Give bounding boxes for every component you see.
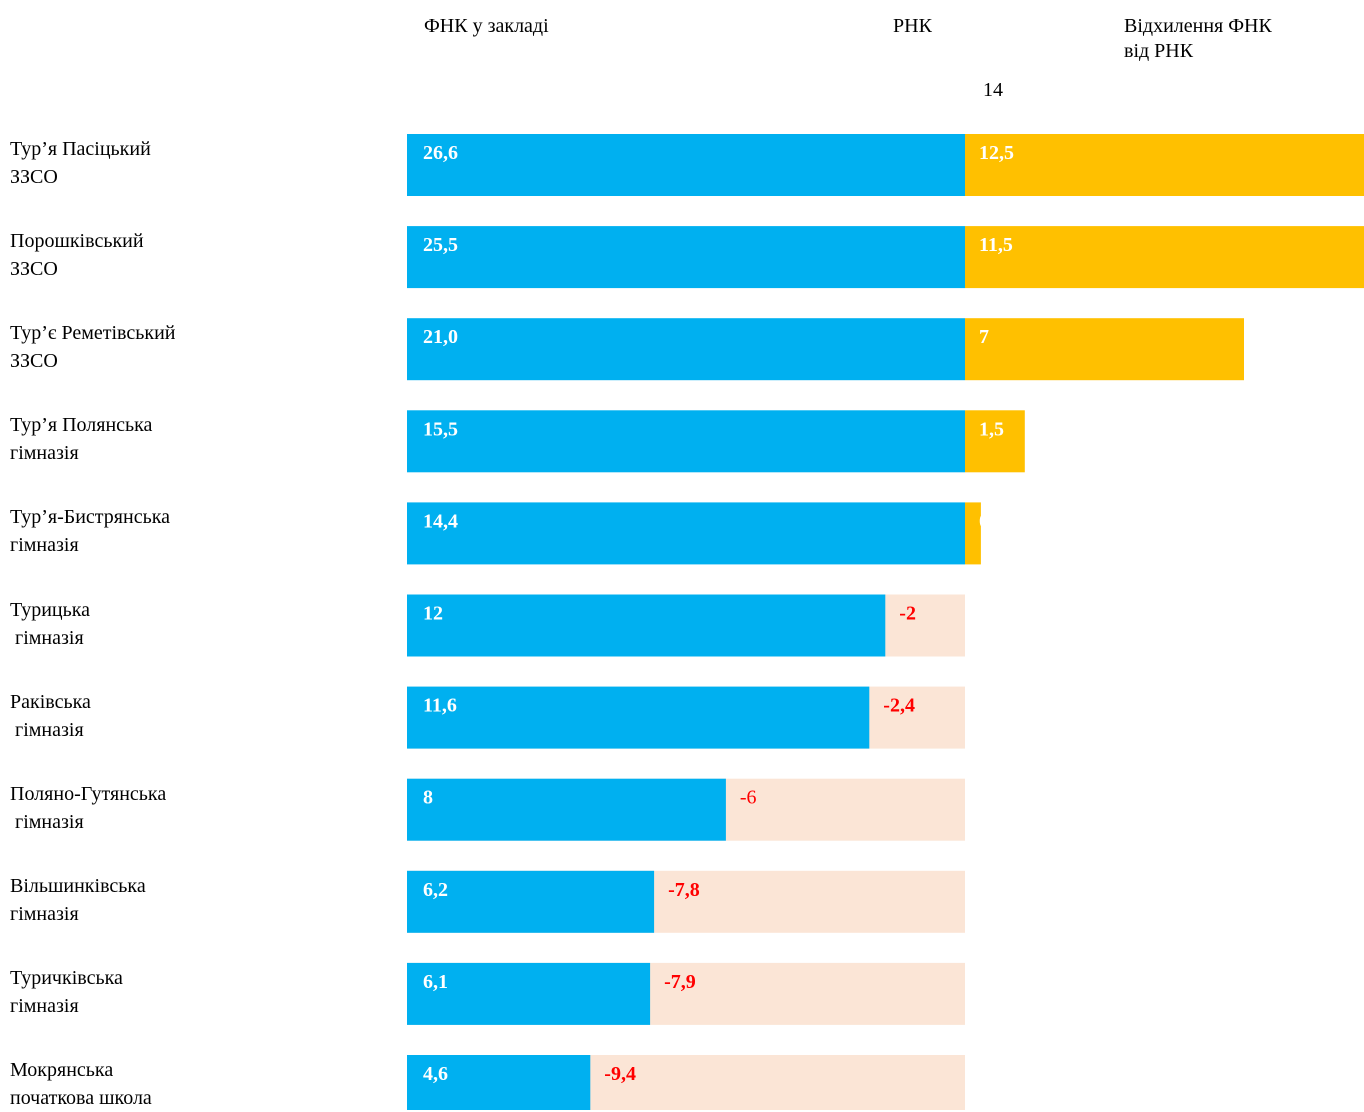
deviation-value-label: -2,4 bbox=[883, 695, 915, 717]
category-label: Мокрянська початкова школа bbox=[10, 1056, 390, 1112]
fnk-value-label: 25,5 bbox=[423, 234, 458, 256]
deviation-bar-positive bbox=[965, 410, 1025, 473]
deviation-value-label: 12,5 bbox=[979, 142, 1014, 164]
fnk-bar bbox=[407, 318, 965, 381]
deviation-bar-positive bbox=[965, 226, 1364, 289]
category-label-line: ЗЗСО bbox=[10, 166, 58, 188]
category-label-line: Тур’я-Бистрянська bbox=[10, 506, 170, 529]
category-label: Вільшинківська гімназія bbox=[10, 872, 390, 928]
deviation-bar-positive bbox=[965, 134, 1364, 196]
fnk-bar bbox=[407, 962, 651, 1025]
fnk-bar bbox=[407, 686, 870, 749]
header-rnk: РНК bbox=[893, 15, 932, 37]
category-label: Тур’я-Бистрянська гімназія bbox=[10, 503, 390, 559]
category-label-line: Тур’я Полянська bbox=[10, 414, 153, 437]
category-label-line: ЗЗСО bbox=[10, 350, 58, 373]
category-label: Раківська гімназія bbox=[10, 688, 390, 744]
fnk-bar bbox=[407, 226, 965, 289]
category-label-line: гімназія bbox=[10, 718, 84, 741]
fnk-value-label: 15,5 bbox=[423, 418, 458, 440]
category-label-line: гімназія bbox=[10, 442, 79, 465]
fnk-bar bbox=[407, 1055, 591, 1110]
category-label: Тур’є Реметівський ЗЗСО bbox=[10, 319, 390, 375]
category-label-line: Тур’є Реметівський bbox=[10, 322, 176, 345]
category-label-line: початкова школа bbox=[10, 1087, 152, 1109]
category-label-line: Порошківський bbox=[10, 230, 144, 253]
category-label-line: гімназія bbox=[10, 994, 79, 1017]
deviation-value-label: 11,5 bbox=[979, 234, 1013, 256]
fnk-value-label: 8 bbox=[423, 787, 433, 809]
fnk-bar bbox=[407, 410, 965, 473]
category-label-line: ЗЗСО bbox=[10, 258, 58, 281]
category-label: Турицька гімназія bbox=[10, 596, 390, 652]
header-deviation-line2: від РНК bbox=[1124, 40, 1194, 62]
fnk-bar bbox=[407, 594, 886, 657]
fnk-value-label: 4,6 bbox=[423, 1063, 448, 1085]
deviation-value-label: -6 bbox=[740, 787, 757, 809]
deviation-value-label: 1,5 bbox=[979, 418, 1004, 440]
category-label-line: гімназія bbox=[10, 810, 84, 833]
category-label: Порошківський ЗЗСО bbox=[10, 227, 390, 283]
deviation-value-label: -7,9 bbox=[664, 971, 696, 993]
header-deviation-line1: Відхилення ФНК bbox=[1124, 15, 1272, 37]
category-label-line: гімназія bbox=[10, 626, 84, 649]
fnk-bar bbox=[407, 778, 726, 841]
category-label: Поляно-Гутянська гімназія bbox=[10, 780, 390, 836]
deviation-value-label: 7 bbox=[979, 326, 989, 348]
fnk-value-label: 21,0 bbox=[423, 326, 458, 348]
fnk-value-label: 6,2 bbox=[423, 879, 448, 901]
header-deviation: Відхилення ФНК від РНК bbox=[1124, 14, 1344, 64]
fnk-bar bbox=[407, 134, 965, 196]
fnk-value-label: 14,4 bbox=[423, 510, 458, 532]
category-label-line: Поляно-Гутянська bbox=[10, 782, 167, 805]
deviation-value-label: 0,4 bbox=[979, 510, 1004, 532]
fnk-bar bbox=[407, 870, 655, 933]
fnk-value-label: 11,6 bbox=[423, 695, 457, 717]
deviation-bar-positive bbox=[965, 502, 981, 565]
category-label-line: Тур’я Пасіцький bbox=[10, 138, 151, 160]
deviation-bar-positive bbox=[965, 318, 1244, 381]
category-label-line: гімназія bbox=[10, 534, 79, 557]
deviation-value-label: -9,4 bbox=[604, 1063, 636, 1085]
header-fnk: ФНК у закладі bbox=[424, 15, 549, 37]
category-label-line: Раківська bbox=[10, 690, 91, 713]
reference-value-label: 14 bbox=[983, 79, 1003, 101]
category-label: Тур’я Полянська гімназія bbox=[10, 411, 390, 467]
deviation-value-label: -2 bbox=[899, 603, 916, 625]
fnk-bar bbox=[407, 502, 965, 565]
fnk-value-label: 12 bbox=[423, 603, 443, 625]
category-label-line: гімназія bbox=[10, 902, 79, 925]
fnk-value-label: 6,1 bbox=[423, 971, 448, 993]
category-label: Тур’я Пасіцький ЗЗСО bbox=[10, 135, 390, 191]
deviation-value-label: -7,8 bbox=[668, 879, 700, 901]
category-label-line: Мокрянська bbox=[10, 1059, 114, 1081]
category-label-line: Туричківська bbox=[10, 966, 123, 989]
category-label-line: Вільшинківська bbox=[10, 874, 146, 897]
fnk-value-label: 26,6 bbox=[423, 142, 458, 164]
category-label: Туричківська гімназія bbox=[10, 964, 390, 1020]
category-label-line: Турицька bbox=[10, 598, 91, 621]
